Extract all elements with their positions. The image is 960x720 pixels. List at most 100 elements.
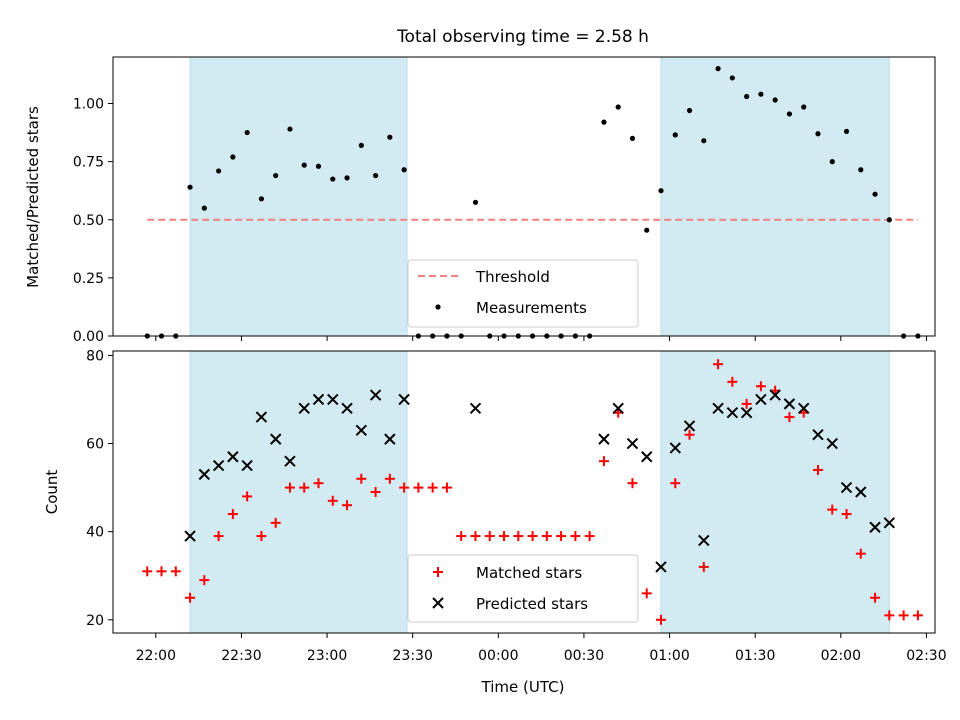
predicted-star-point-b <box>740 406 753 419</box>
predicted-star-point <box>384 433 396 445</box>
predicted-star-point-b <box>698 534 710 547</box>
predicted-star-point-b <box>726 406 739 419</box>
predicted-star-point <box>641 451 653 463</box>
matched-star-point <box>812 464 823 475</box>
measurement-point <box>686 107 693 114</box>
predicted-star-point <box>284 455 296 467</box>
predicted-star-point-b <box>855 486 867 498</box>
predicted-star-point <box>198 468 211 481</box>
matched-star-point <box>441 482 452 493</box>
predicted-star-point-b <box>669 442 681 454</box>
predicted-star-point <box>626 437 639 450</box>
predicted-star-point-b <box>341 402 353 414</box>
measurement-point <box>672 132 678 138</box>
predicted-star-point <box>669 442 681 454</box>
predicted-star-point-b <box>241 459 253 472</box>
predicted-star-point <box>812 429 824 441</box>
matched-star-point <box>912 610 923 621</box>
measurement-point <box>801 104 807 110</box>
measurement-point <box>472 199 479 205</box>
measurement-point <box>644 227 650 233</box>
matched-star-point <box>227 509 238 520</box>
predicted-star-point <box>655 561 667 573</box>
predicted-star-point <box>726 406 739 419</box>
measurement-point <box>601 119 607 125</box>
matched-star-point <box>556 531 567 542</box>
matched-star-point <box>413 482 424 493</box>
matched-star-point <box>213 531 224 542</box>
predicted-star-point <box>712 402 724 414</box>
legend-frame <box>407 259 639 328</box>
legend-frame <box>407 554 639 623</box>
predicted-star-point <box>298 402 310 414</box>
shaded-span-1 <box>189 56 408 337</box>
count-points <box>142 359 923 625</box>
y-tick-label: 1.00 <box>73 97 104 113</box>
matched-star-point <box>656 614 666 625</box>
predicted-star-point-b <box>626 437 639 450</box>
predicted-star-point <box>327 393 339 406</box>
matched-star-point <box>898 610 909 621</box>
matched-star-point <box>327 495 338 506</box>
measurement-point <box>701 138 707 144</box>
legend-predicted-label: Predicted stars <box>476 595 588 613</box>
predicted-star-point-b <box>227 451 239 463</box>
x-tick-label: 22:00 <box>136 648 176 664</box>
ratio-y-axis-label: Matched/Predicted stars <box>24 106 42 288</box>
measurement-point <box>843 128 850 134</box>
matched-star-point <box>370 487 381 497</box>
y-tick-label: 40 <box>86 525 104 541</box>
matched-star-point <box>741 398 752 409</box>
predicted-star-point <box>612 402 624 414</box>
matched-star-point <box>284 482 295 493</box>
ratio-x-ticks <box>155 336 927 341</box>
predicted-star-point-b <box>683 420 696 432</box>
measurement-point <box>315 163 322 169</box>
predicted-star-point <box>241 459 253 472</box>
matched-star-point <box>541 531 552 542</box>
y-tick-label: 0.50 <box>73 213 104 229</box>
matched-star-point <box>584 531 595 542</box>
predicted-star-point <box>769 389 781 401</box>
y-tick-label: 0.25 <box>73 271 104 287</box>
measurement-point <box>216 168 222 174</box>
predicted-star-point <box>698 534 710 547</box>
legend-predicted-swatch-b <box>432 597 444 609</box>
matched-star-point <box>570 531 581 542</box>
measurement-point <box>401 167 407 173</box>
legend-predicted-swatch <box>432 597 444 609</box>
legend-measurements-swatch <box>435 304 441 310</box>
x-tick-label: 23:00 <box>307 648 347 664</box>
x-axis-label: Time (UTC) <box>481 678 565 696</box>
measurement-point <box>758 91 764 97</box>
predicted-star-point-b <box>269 433 282 445</box>
matched-star-point <box>784 412 795 423</box>
predicted-star-point <box>840 481 853 494</box>
predicted-star-point-b <box>355 424 368 437</box>
predicted-star-point <box>783 398 796 410</box>
predicted-star-point-b <box>327 393 339 406</box>
matched-star-point <box>727 376 738 387</box>
measurement-point <box>201 205 207 211</box>
matched-star-point <box>399 482 410 493</box>
x-tick-label: 01:30 <box>735 648 775 664</box>
measurement-point <box>886 217 892 223</box>
predicted-star-point <box>255 411 268 423</box>
measurement-point <box>858 167 864 173</box>
ratio-axes-frame <box>112 56 936 337</box>
measurement-point <box>786 111 793 117</box>
matched-star-point <box>513 531 524 542</box>
matched-star-point <box>427 482 438 493</box>
matched-star-point <box>185 592 196 603</box>
predicted-star-point <box>855 486 867 498</box>
matched-star-point <box>527 531 538 542</box>
measurement-point <box>287 126 293 132</box>
predicted-star-point-b <box>384 433 396 445</box>
predicted-star-point-b <box>284 455 296 467</box>
y-tick-label: 0.00 <box>73 329 104 345</box>
predicted-star-point <box>341 402 353 414</box>
predicted-star-point-b <box>184 530 196 542</box>
count-x-ticks: 22:00 22:30 23:00 23:30 00:00 00:30 01:00 01:30… <box>136 633 947 664</box>
x-tick-label: 22:30 <box>221 648 261 664</box>
